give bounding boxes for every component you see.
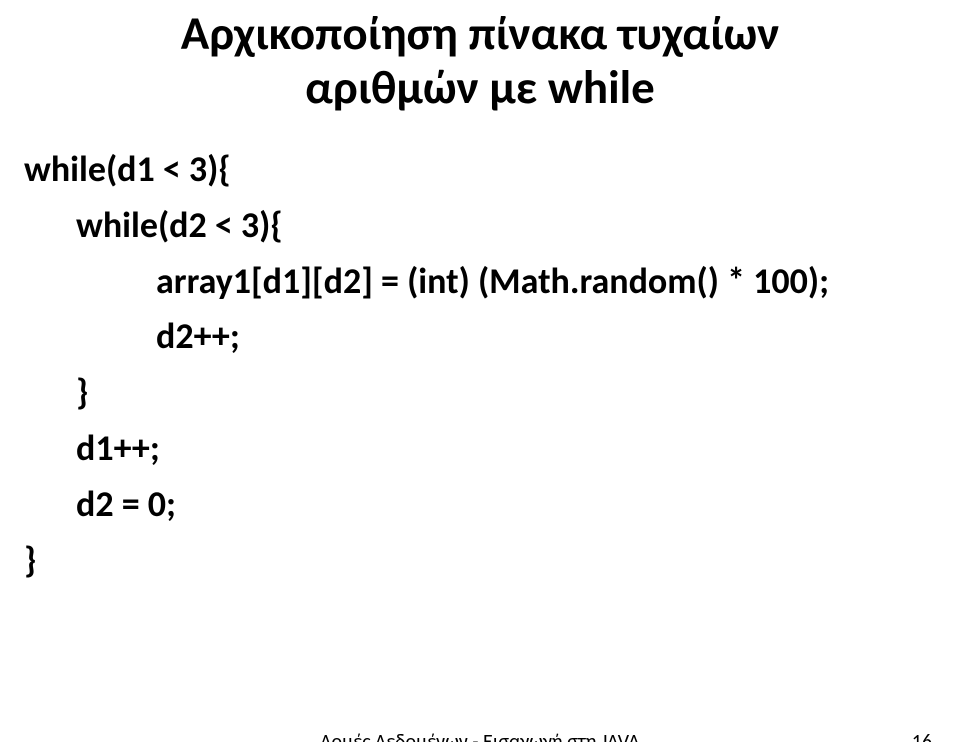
code-line: } (24, 533, 960, 589)
code-line: d1++; (76, 421, 960, 477)
title-line-1: Αρχικοποίηση πίνακα τυχαίων (0, 6, 960, 60)
code-block: while(d1 < 3){ while(d2 < 3){ array1[d1]… (24, 142, 960, 588)
slide: Αρχικοποίηση πίνακα τυχαίων αριθμών με w… (0, 0, 960, 742)
slide-title: Αρχικοποίηση πίνακα τυχαίων αριθμών με w… (0, 0, 960, 114)
code-line: d2++; (156, 309, 960, 365)
code-line: d2 = 0; (76, 477, 960, 533)
page-number: 16 (912, 730, 932, 742)
title-line-2: αριθμών με while (0, 60, 960, 114)
code-line: } (76, 365, 960, 421)
footer-text: Δομές Δεδομένων - Εισαγωγή στη JAVA (0, 730, 960, 742)
code-line: while(d1 < 3){ (24, 142, 960, 198)
code-line: while(d2 < 3){ (76, 198, 960, 254)
code-line: array1[d1][d2] = (int) (Math.random() * … (156, 254, 960, 310)
